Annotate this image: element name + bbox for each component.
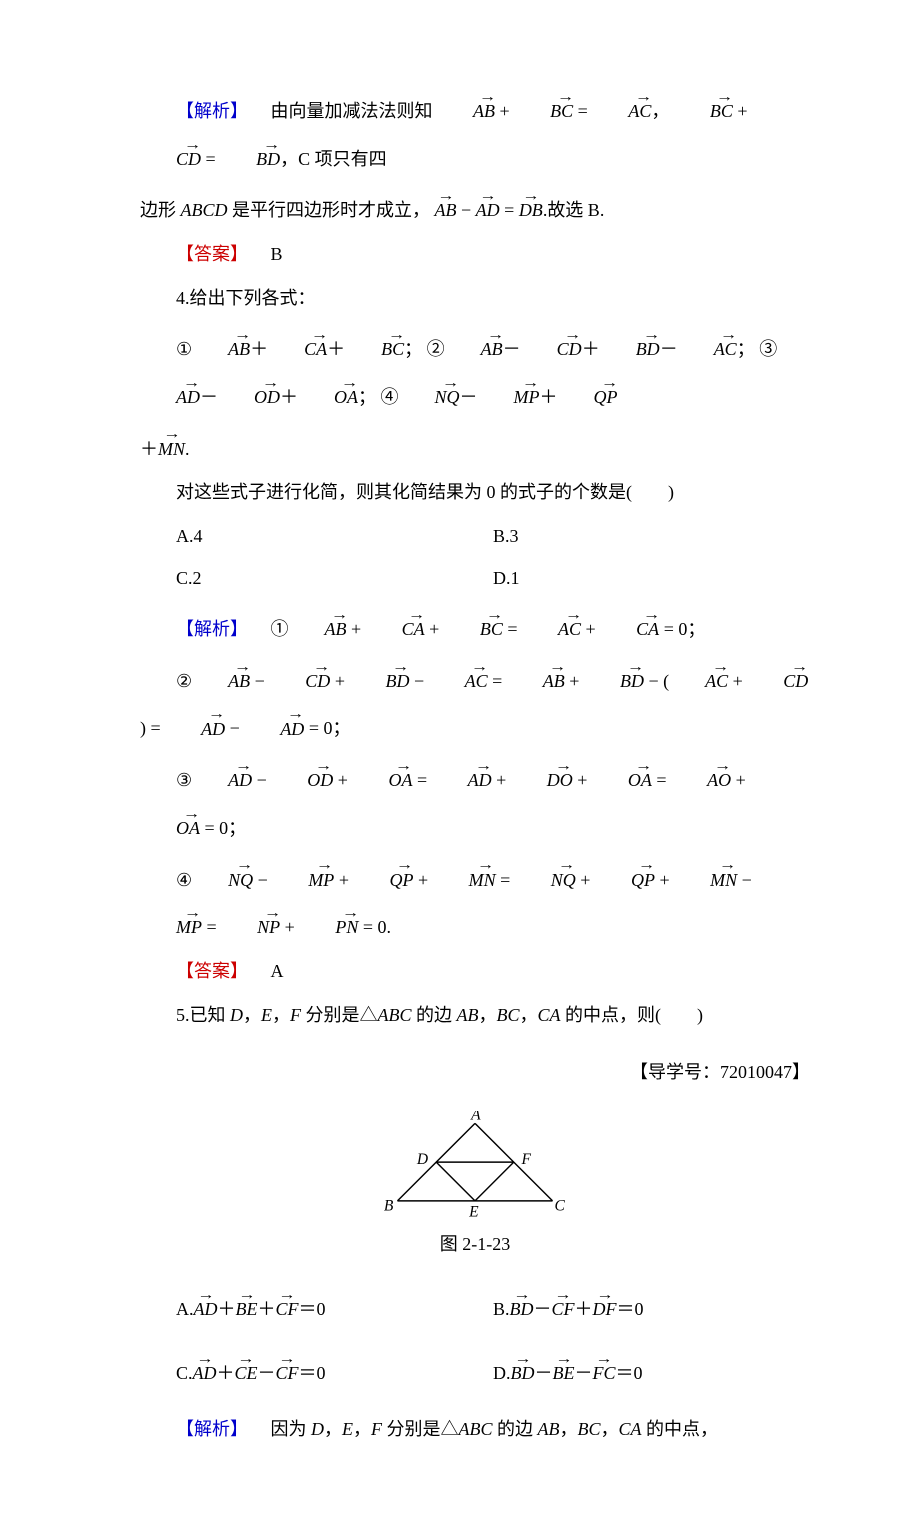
answer-label: 【答案】 <box>176 244 248 264</box>
q4-optD: D.1 <box>493 559 810 599</box>
q5-optD: D.BD－BE－FC＝0 <box>493 1346 810 1394</box>
analysis-label: 【解析】 <box>176 101 248 121</box>
q5-optC: C.AD＋CE－CF＝0 <box>176 1346 493 1394</box>
q5-stem: 5.已知 D，E，F 分别是△ABC 的边 AB，BC，CA 的中点，则( ) <box>140 996 810 1036</box>
q5-optB: B.BD－CF＋DF＝0 <box>493 1282 810 1330</box>
q4-expressions: ①AB＋CA＋BC； ②AB－CD＋BD－AC； ③AD－OD＋OA； ④NQ－… <box>140 322 810 417</box>
q4-options-2: C.2 D.1 <box>176 559 810 599</box>
svg-text:F: F <box>521 1151 532 1168</box>
svg-text:C: C <box>554 1197 565 1214</box>
q4-sol4: ④NQ − MP + QP + MN = NQ + QP + MN − MP =… <box>140 853 810 948</box>
svg-text:E: E <box>468 1203 479 1220</box>
q4-optC: C.2 <box>176 559 493 599</box>
q3-analysis: 【解析】 由向量加减法法则知 AB + BC = AC， BC + CD = B… <box>140 84 810 179</box>
q5-options-row2: C.AD＋CE－CF＝0 D.BD－BE－FC＝0 <box>176 1346 810 1394</box>
q3-analysis-line2: 边形 ABCD 是平行四边形时才成立， AB − AD = DB.故选 B. <box>140 183 810 231</box>
q4-optA: A.4 <box>176 517 493 557</box>
q4-expressions-cont: ＋MN. <box>140 422 810 470</box>
q5-caption: 图 2-1-23 <box>140 1225 810 1265</box>
q4-sol3: ③AD − OD + OA = AD + DO + OA = AO + OA =… <box>140 753 810 848</box>
svg-text:A: A <box>470 1111 481 1123</box>
q4-stem: 4.给出下列各式： <box>140 279 810 319</box>
triangle-diagram: A B C D E F <box>380 1111 570 1221</box>
q4-optB: B.3 <box>493 517 810 557</box>
q4-options: A.4 B.3 <box>176 517 810 557</box>
q4-answer: 【答案】 A <box>140 952 810 992</box>
q4-sol2: ②AB − CD + BD − AC = AB + BD − (AC + CD)… <box>140 654 810 749</box>
q3-answer: 【答案】 B <box>140 235 810 275</box>
analysis-label: 【解析】 <box>176 1419 248 1439</box>
analysis-label: 【解析】 <box>176 619 248 639</box>
q5-options-row1: A.AD＋BE＋CF＝0 B.BD－CF＋DF＝0 <box>176 1282 810 1330</box>
q4-question: 对这些式子进行化简，则其化简结果为 0 的式子的个数是( ) <box>140 473 810 513</box>
q5-guide: 【导学号：72010047】 <box>140 1053 810 1093</box>
q4-sol1: 【解析】 ①AB + CA + BC = AC + CA = 0； <box>140 602 810 650</box>
svg-text:D: D <box>416 1151 428 1168</box>
q5-figure: A B C D E F <box>140 1111 810 1221</box>
q5-analysis: 【解析】 因为 D，E，F 分别是△ABC 的边 AB，BC，CA 的中点， <box>140 1410 810 1450</box>
svg-text:B: B <box>384 1197 394 1214</box>
answer-label: 【答案】 <box>176 961 248 981</box>
q5-optA: A.AD＋BE＋CF＝0 <box>176 1282 493 1330</box>
